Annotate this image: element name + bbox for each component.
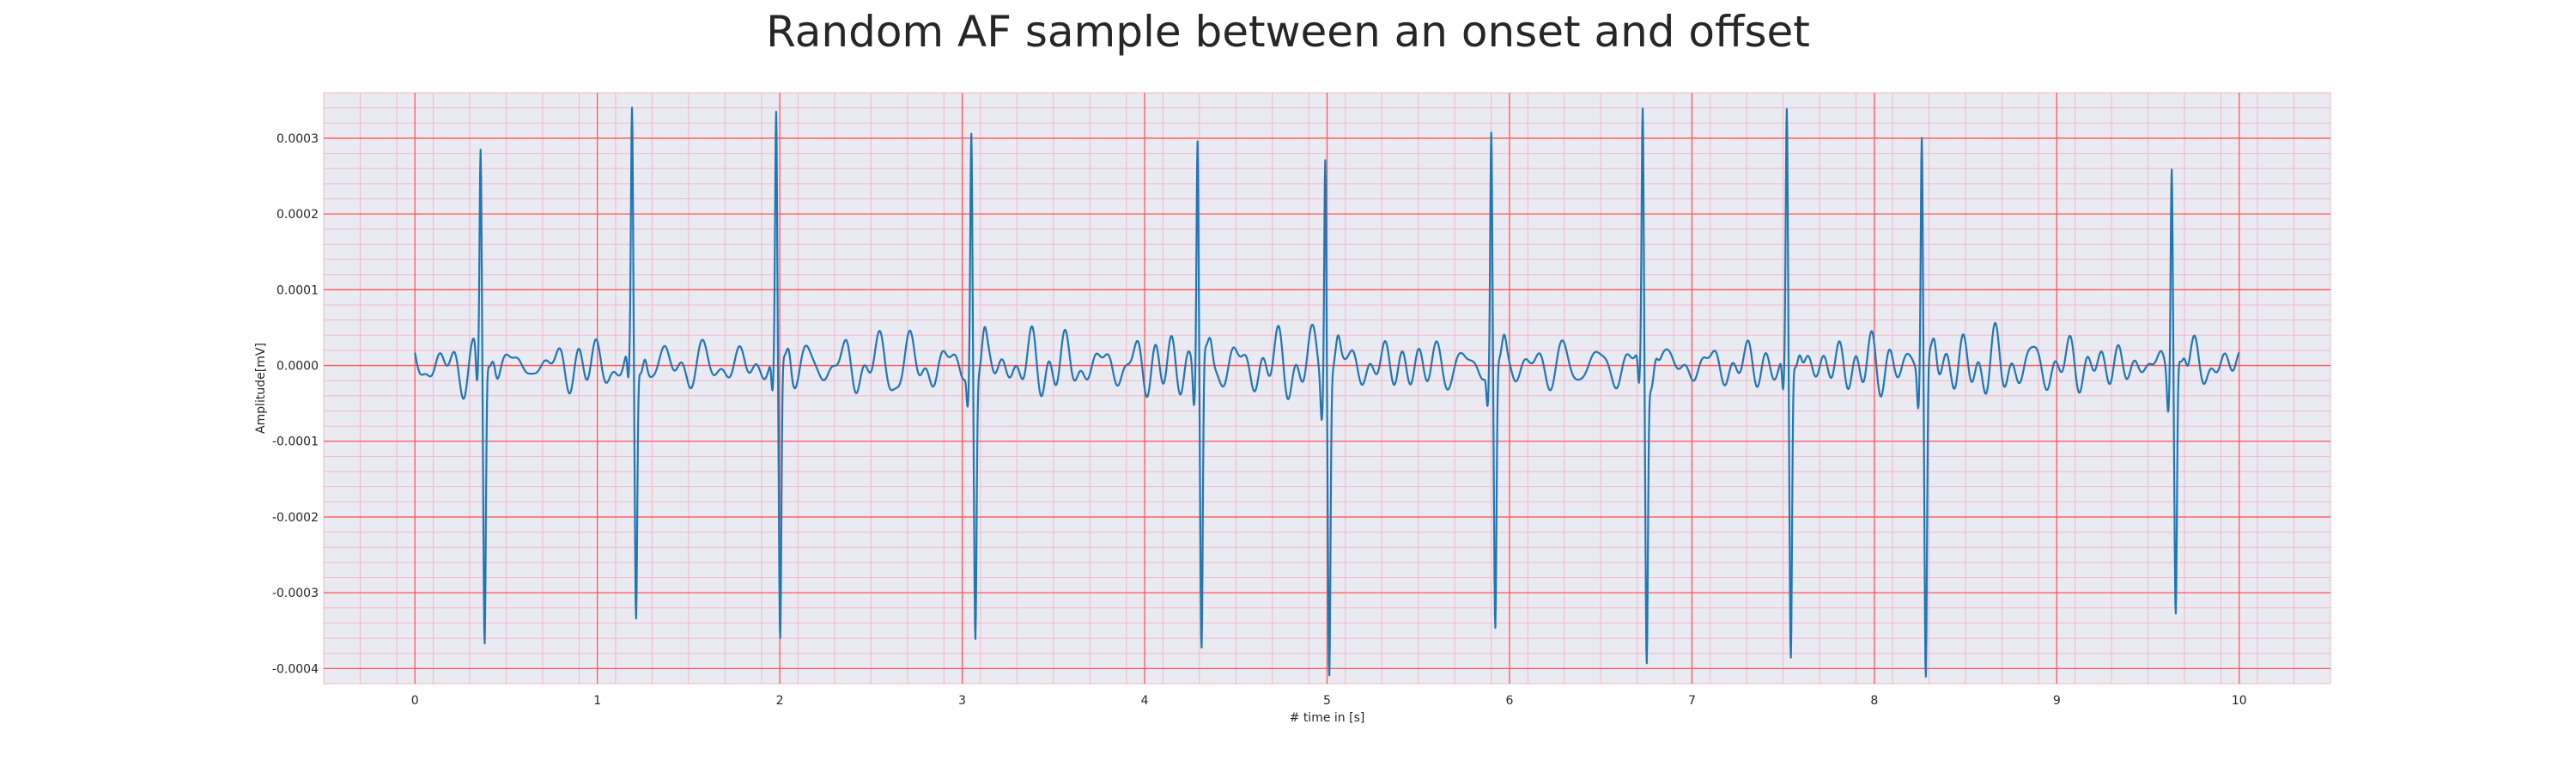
- y-tick-label: 0.0000: [276, 360, 319, 374]
- x-tick-label: 6: [1505, 694, 1513, 708]
- x-tick-label: 8: [1870, 694, 1878, 708]
- x-tick-label: 1: [593, 694, 601, 708]
- x-axis-label: # time in [s]: [1290, 711, 1365, 725]
- x-tick-label: 7: [1688, 694, 1696, 708]
- x-tick-label: 2: [776, 694, 784, 708]
- y-tick-label: -0.0001: [272, 435, 319, 449]
- x-ticks: 0 1 2 3 4 5 6 7 8 9 10: [411, 694, 2247, 708]
- y-tick-label: -0.0003: [272, 587, 319, 600]
- y-tick-label: 0.0003: [276, 132, 319, 146]
- y-axis-label: Amplitude[mV]: [254, 343, 268, 434]
- x-tick-label: 9: [2053, 694, 2061, 708]
- x-tick-label: 0: [411, 694, 419, 708]
- y-tick-label: 0.0002: [276, 208, 319, 222]
- y-tick-label: 0.0001: [276, 283, 319, 297]
- y-ticks: -0.0004 -0.0003 -0.0002 -0.0001 0.0000 0.0001…: [272, 132, 319, 676]
- y-tick-label: -0.0004: [272, 662, 319, 676]
- ecg-signal-line: [414, 107, 2240, 678]
- chart-title: Random AF sample between an onset and of…: [766, 7, 1810, 57]
- x-tick-label: 4: [1141, 694, 1149, 708]
- y-tick-label: -0.0002: [272, 511, 319, 525]
- x-tick-label: 5: [1323, 694, 1331, 708]
- x-tick-label: 3: [958, 694, 966, 708]
- x-tick-label: 10: [2232, 694, 2247, 708]
